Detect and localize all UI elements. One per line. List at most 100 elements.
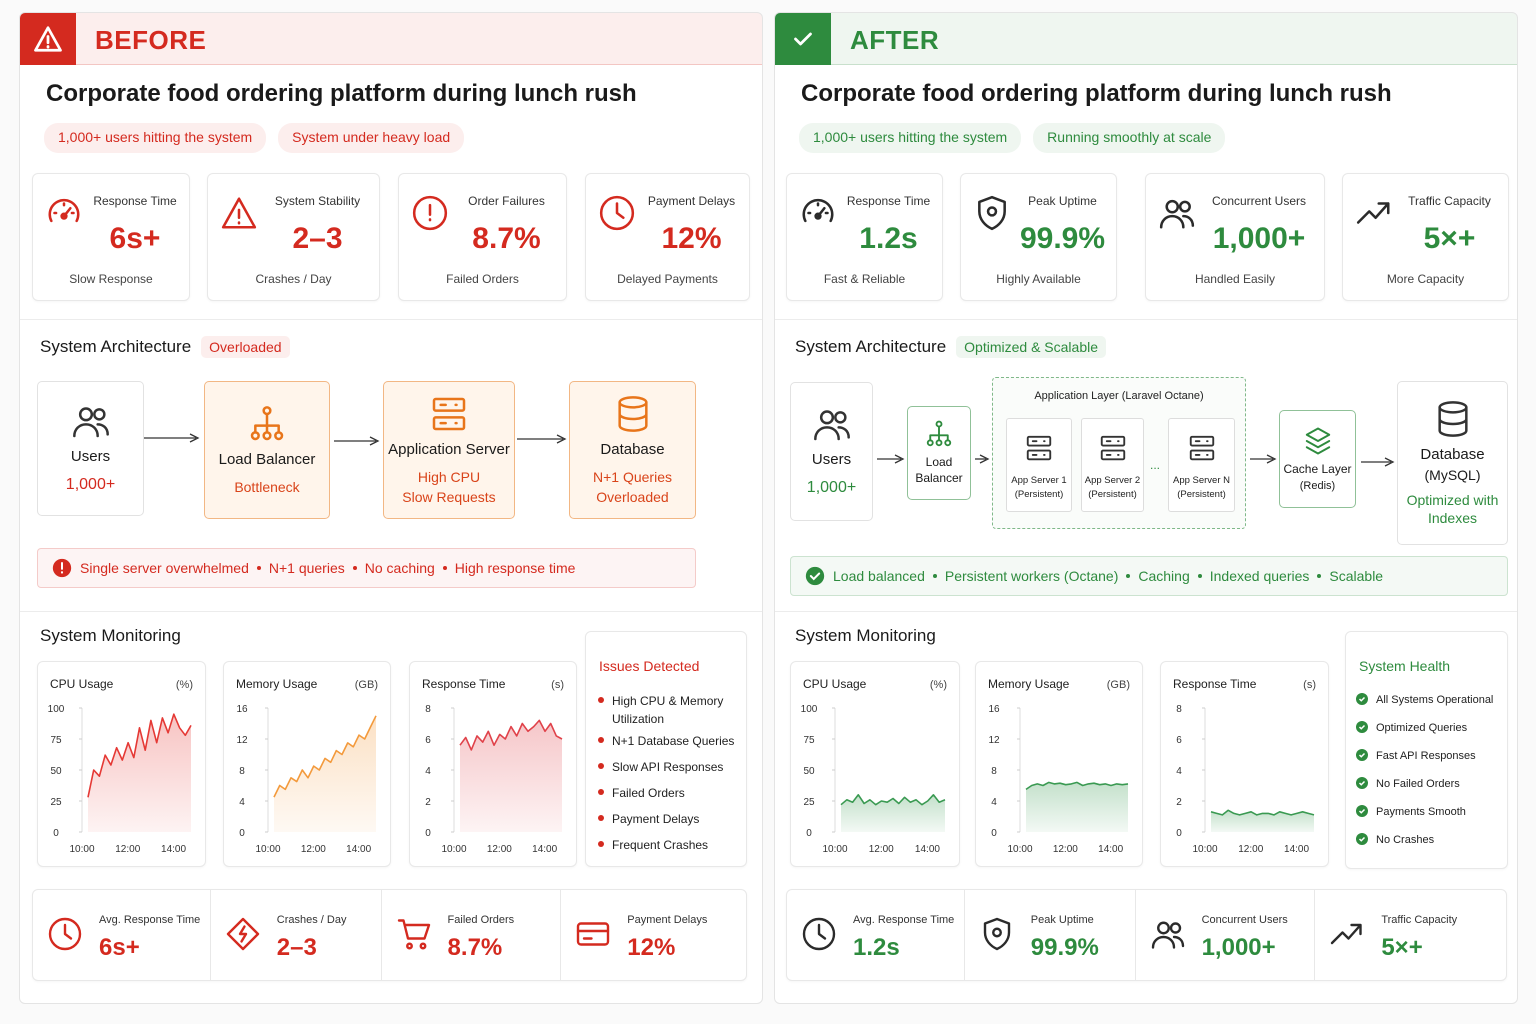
chart-card: Response Time (s) 0 2 4 6 8 10:00 12:00 14:00 — [1160, 661, 1329, 867]
separator-dot — [932, 574, 937, 578]
stat-value: 99.9% — [1030, 934, 1099, 961]
icon — [72, 407, 109, 438]
y-tick-label: 4 — [425, 766, 431, 777]
bullet — [598, 789, 604, 795]
stat-cell: Failed Orders 8.7% — [380, 890, 561, 980]
area-line — [273, 715, 377, 798]
x-tick-label: 12:00 — [869, 844, 894, 855]
icon-part — [1026, 435, 1052, 447]
status-item: No Failed Orders — [1356, 776, 1501, 793]
node-label: Cache Layer — [1283, 462, 1352, 477]
status-card: System Health All Systems Operational Opti… — [1345, 631, 1508, 869]
stat-cell: Avg. Response Time 1.2s — [787, 890, 964, 980]
check-icon — [1356, 693, 1368, 705]
x-tick-label: 12:00 — [487, 844, 512, 855]
status-text: High CPU & Memory Utilization — [612, 694, 724, 726]
arrow-head — [894, 454, 905, 464]
chart-card: CPU Usage (%) 0 25 50 75 100 10:00 12:00 14:00 — [790, 661, 960, 867]
separator-dot — [1126, 574, 1131, 578]
server-node: App Server 2 (Persistent) — [1081, 418, 1144, 512]
y-tick-label: 25 — [50, 797, 62, 808]
stats-bar: Avg. Response Time 6s+ Crashes / Day 2–3 Fai… — [32, 889, 747, 981]
header-label: BEFORE — [95, 25, 207, 55]
y-tick-label: 75 — [50, 735, 62, 746]
alert-item: No caching — [364, 560, 435, 576]
chart: Response Time (s) 0 2 4 6 8 10:00 12:00 14:00 — [422, 677, 564, 855]
metric-label: System Stability — [274, 194, 361, 208]
x-tick-label: 14:00 — [1098, 844, 1123, 855]
bullet — [598, 697, 604, 703]
node-status: N+1 Queries — [593, 468, 672, 485]
x-tick-label: 10:00 — [1192, 844, 1217, 855]
check-mark — [1358, 836, 1366, 842]
metric-note: Failed Orders — [446, 272, 519, 286]
icon-part — [1100, 449, 1125, 461]
stat-value: 12% — [627, 934, 676, 961]
icon — [1305, 427, 1330, 455]
icon-part — [819, 410, 834, 425]
status-item: Payment Delays — [596, 810, 740, 828]
icon-part — [226, 917, 259, 951]
chart-unit: (GB) — [1107, 679, 1130, 691]
title: Corporate food ordering platform during … — [46, 80, 637, 107]
y-tick-label: 4 — [239, 797, 245, 808]
check-icon — [1356, 721, 1368, 733]
stat-label: Avg. Response Time — [853, 914, 955, 926]
icon-part — [1159, 214, 1195, 229]
icon-part — [983, 917, 1010, 951]
separator-dot — [256, 566, 261, 570]
icon-part — [1178, 200, 1191, 213]
metric-label: Peak Uptime — [1028, 194, 1097, 208]
icon-part — [419, 942, 426, 950]
separator-dot — [442, 566, 447, 570]
icon — [34, 26, 62, 52]
server-note: (Persistent) — [1014, 489, 1064, 500]
y-tick-label: 100 — [48, 704, 65, 715]
y-tick-label: 0 — [991, 828, 997, 839]
alert-icon-circle — [805, 566, 825, 586]
icon-part — [1031, 440, 1046, 456]
icon-part — [1356, 202, 1390, 224]
icon-part — [53, 202, 75, 215]
metric-value: 5×+ — [1423, 222, 1476, 255]
y-tick-label: 0 — [1176, 828, 1182, 839]
area-line — [1025, 781, 1129, 791]
icon — [802, 198, 834, 223]
chart-title: Memory Usage — [236, 677, 318, 691]
chart-unit: (%) — [930, 679, 947, 691]
chart-title: Response Time — [1173, 677, 1257, 691]
app-layer-group: Application Layer (Laravel Octane) App Se… — [992, 377, 1246, 529]
icon — [813, 410, 850, 441]
stat-label: Failed Orders — [447, 914, 515, 926]
metric-note: Delayed Payments — [617, 272, 718, 286]
stat-cell: Peak Uptime 99.9% — [963, 890, 1135, 980]
section-title: System Architecture — [795, 337, 947, 356]
arrow — [144, 433, 200, 443]
metric-value: 8.7% — [472, 222, 541, 255]
server-note: (Persistent) — [1177, 489, 1226, 500]
y-tick-label: 12 — [988, 735, 1000, 746]
header-label: AFTER — [850, 25, 940, 55]
alert-item: Indexed queries — [1209, 568, 1310, 584]
check-icon — [1356, 777, 1368, 789]
icon — [412, 195, 448, 231]
icon-part — [432, 416, 466, 431]
header-icon-box — [775, 13, 831, 65]
alert-icon — [52, 558, 72, 578]
icon — [250, 406, 284, 441]
x-tick-label: 10:00 — [69, 844, 94, 855]
icon-part — [1194, 440, 1209, 456]
icon — [926, 420, 952, 447]
check-mark — [1358, 808, 1366, 814]
chart-card: CPU Usage (%) 0 25 50 75 100 10:00 12:00 14:00 — [37, 661, 206, 867]
node-label: Load Balancer — [218, 451, 316, 469]
divider — [20, 319, 762, 320]
icon-part — [60, 212, 68, 220]
icon-part — [439, 403, 458, 425]
check-mark — [1358, 696, 1366, 702]
icon — [1331, 923, 1363, 945]
alert-bar: Load balanced Persistent workers (Octane)… — [790, 556, 1508, 596]
icon-part — [1305, 427, 1330, 443]
status-item: High CPU & Memory Utilization — [596, 692, 740, 728]
icon-part — [254, 412, 280, 434]
